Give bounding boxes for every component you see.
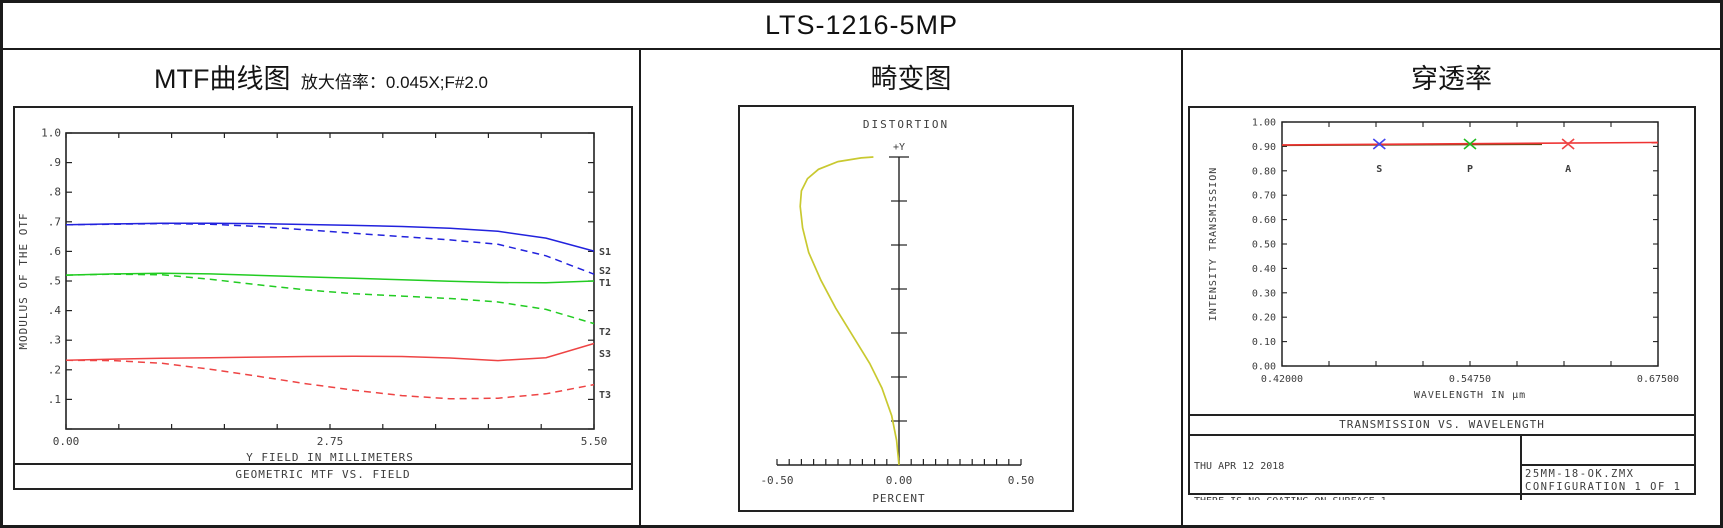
transmission-panel-header: 穿透率 (1183, 57, 1720, 96)
tx-ytick-2: 0.80 (1252, 166, 1276, 177)
tx-ytick-7: 0.30 (1252, 288, 1276, 299)
mtf-panel-subtitle: 放大倍率：0.045X;F#2.0 (300, 73, 488, 92)
tx-marker-1 (1463, 138, 1477, 150)
tx-ytick-4: 0.60 (1252, 215, 1276, 226)
tx-y-axis-label: INTENSITY TRANSMISSION (1208, 167, 1219, 321)
mtf-ytick-.8: .8 (48, 186, 61, 199)
tx-xtick-0: 0.42000 (1261, 374, 1303, 385)
distortion-curve (799, 156, 900, 466)
transmission-plot-frame (1281, 121, 1659, 367)
tx-xtick-1: 0.54750 (1449, 374, 1491, 385)
distortion-panel-title: 畸变图 (870, 64, 952, 94)
mtf-plot: 1.0 .9 .8 .7 .6 .5 .4 .3 .2 .1 MODULUS O… (17, 127, 611, 465)
tx-marker-2 (1561, 138, 1575, 150)
mtf-curve-label-S1: S1 (599, 247, 611, 258)
mtf-curve-label-T3: T3 (599, 390, 611, 401)
mtf-curve-S3 (65, 342, 595, 362)
mtf-panel-title: MTF曲线图 (153, 64, 291, 94)
transmission-caption: TRANSMISSION VS. WAVELENGTH (1190, 414, 1694, 434)
distortion-ticks (776, 156, 1022, 465)
mtf-ticks (65, 132, 595, 430)
tx-marker-label-2: A (1565, 164, 1571, 175)
mtf-chart-box: 1.0 .9 .8 .7 .6 .5 .4 .3 .2 .1 MODULUS O… (13, 106, 633, 490)
mtf-ytick-.2: .2 (48, 363, 61, 376)
mtf-y-axis-label: MODULUS OF THE OTF (17, 212, 30, 349)
tx-marker-0 (1372, 138, 1386, 150)
config-box: 25MM-18-OK.ZMX CONFIGURATION 1 OF 1 (1522, 464, 1694, 500)
tx-ytick-10: 0.00 (1252, 362, 1276, 373)
transmission-info-block: THU APR 12 2018 THERE IS NO COATING ON S… (1190, 434, 1694, 500)
config-filename: 25MM-18-OK.ZMX (1525, 468, 1635, 480)
distortion-x-axis-label: PERCENT (872, 492, 925, 505)
mtf-ytick-.9: .9 (48, 156, 61, 169)
mtf-ytick-1.0: 1.0 (41, 127, 61, 140)
tx-ytick-1: 0.90 (1252, 142, 1276, 153)
panels-row: MTF曲线图 放大倍率：0.045X;F#2.0 1.0 .9 .8 .7 .6… (3, 50, 1720, 525)
config-line: CONFIGURATION 1 OF 1 (1525, 481, 1682, 493)
distortion-panel-header: 畸变图 (641, 57, 1181, 96)
sheet-title: LTS-1216-5MP (764, 10, 959, 40)
mtf-ytick-.6: .6 (48, 245, 61, 258)
transmission-plot: 1.00 0.90 0.80 0.70 0.60 0.50 0.40 0.30 … (1208, 118, 1679, 402)
mtf-ytick-.3: .3 (48, 334, 61, 347)
distortion-chart-box: DISTORTION +Y -0.50 0.00 0.50 PERCENT (738, 105, 1074, 512)
mtf-ytick-.1: .1 (48, 393, 61, 406)
mtf-panel-header: MTF曲线图 放大倍率：0.045X;F#2.0 (3, 57, 639, 96)
distortion-heading: DISTORTION (863, 118, 949, 131)
mtf-curve-T2 (65, 273, 595, 325)
distortion-axis-label: +Y (893, 142, 905, 153)
mtf-curve-label-T2: T2 (599, 327, 611, 338)
mtf-xtick-2: 5.50 (581, 435, 608, 448)
distortion-xtick-pos: 0.50 (1008, 474, 1035, 487)
mtf-ytick-.5: .5 (48, 275, 61, 288)
tx-ytick-3: 0.70 (1252, 191, 1276, 202)
distortion-plot: DISTORTION +Y -0.50 0.00 0.50 PERCENT (760, 118, 1035, 505)
mtf-curve-S2 (65, 272, 595, 284)
transmission-ticks (1281, 121, 1659, 367)
tx-ytick-5: 0.50 (1252, 240, 1276, 251)
mtf-plot-frame (65, 132, 595, 430)
mtf-curve-S1 (65, 222, 595, 252)
transmission-info-lines: THU APR 12 2018 THERE IS NO COATING ON S… (1190, 436, 1520, 500)
transmission-config-cell: 25MM-18-OK.ZMX CONFIGURATION 1 OF 1 (1520, 436, 1694, 500)
transmission-panel-title: 穿透率 (1411, 64, 1492, 94)
tx-ytick-8: 0.20 (1252, 313, 1276, 324)
mtf-curve-T3 (65, 359, 595, 400)
panel-mtf: MTF曲线图 放大倍率：0.045X;F#2.0 1.0 .9 .8 .7 .6… (3, 50, 639, 525)
info-line-date: THU APR 12 2018 (1194, 461, 1285, 472)
panel-transmission: 穿透率 1.00 0.90 0.80 0.70 0.60 0.50 0.40 0… (1181, 50, 1720, 525)
mtf-xtick-0: 0.00 (53, 435, 80, 448)
tx-marker-label-1: P (1467, 164, 1473, 175)
tx-x-axis-label: WAVELENGTH IN µm (1414, 390, 1526, 401)
transmission-chart-box: 1.00 0.90 0.80 0.70 0.60 0.50 0.40 0.30 … (1188, 106, 1696, 500)
mtf-caption: GEOMETRIC MTF VS. FIELD (15, 463, 631, 488)
tx-ytick-9: 0.10 (1252, 337, 1276, 348)
mtf-xtick-1: 2.75 (317, 435, 344, 448)
info-line-coating: THERE IS NO COATING ON SURFACE 1 (1194, 496, 1516, 501)
mtf-ytick-.7: .7 (48, 215, 61, 228)
tx-ytick-6: 0.40 (1252, 264, 1276, 275)
tx-marker-label-0: S (1376, 164, 1382, 175)
mtf-curve-label-S3: S3 (599, 349, 611, 360)
panel-distortion: 畸变图 DISTORTION +Y -0.50 0.00 0.50 PERCEN… (639, 50, 1181, 525)
sheet-title-bar: LTS-1216-5MP (3, 3, 1720, 50)
mtf-curve-label-T1: T1 (599, 278, 611, 289)
mtf-x-axis-label: Y FIELD IN MILLIMETERS (246, 451, 414, 464)
mtf-curve-label-S2: S2 (599, 266, 611, 277)
distortion-xtick-neg: -0.50 (760, 474, 793, 487)
mtf-curve-T1 (65, 222, 595, 275)
distortion-xtick-zero: 0.00 (886, 474, 913, 487)
mtf-ytick-.4: .4 (48, 304, 62, 317)
tx-ytick-0: 1.00 (1252, 118, 1276, 129)
tx-xtick-2: 0.67500 (1637, 374, 1679, 385)
